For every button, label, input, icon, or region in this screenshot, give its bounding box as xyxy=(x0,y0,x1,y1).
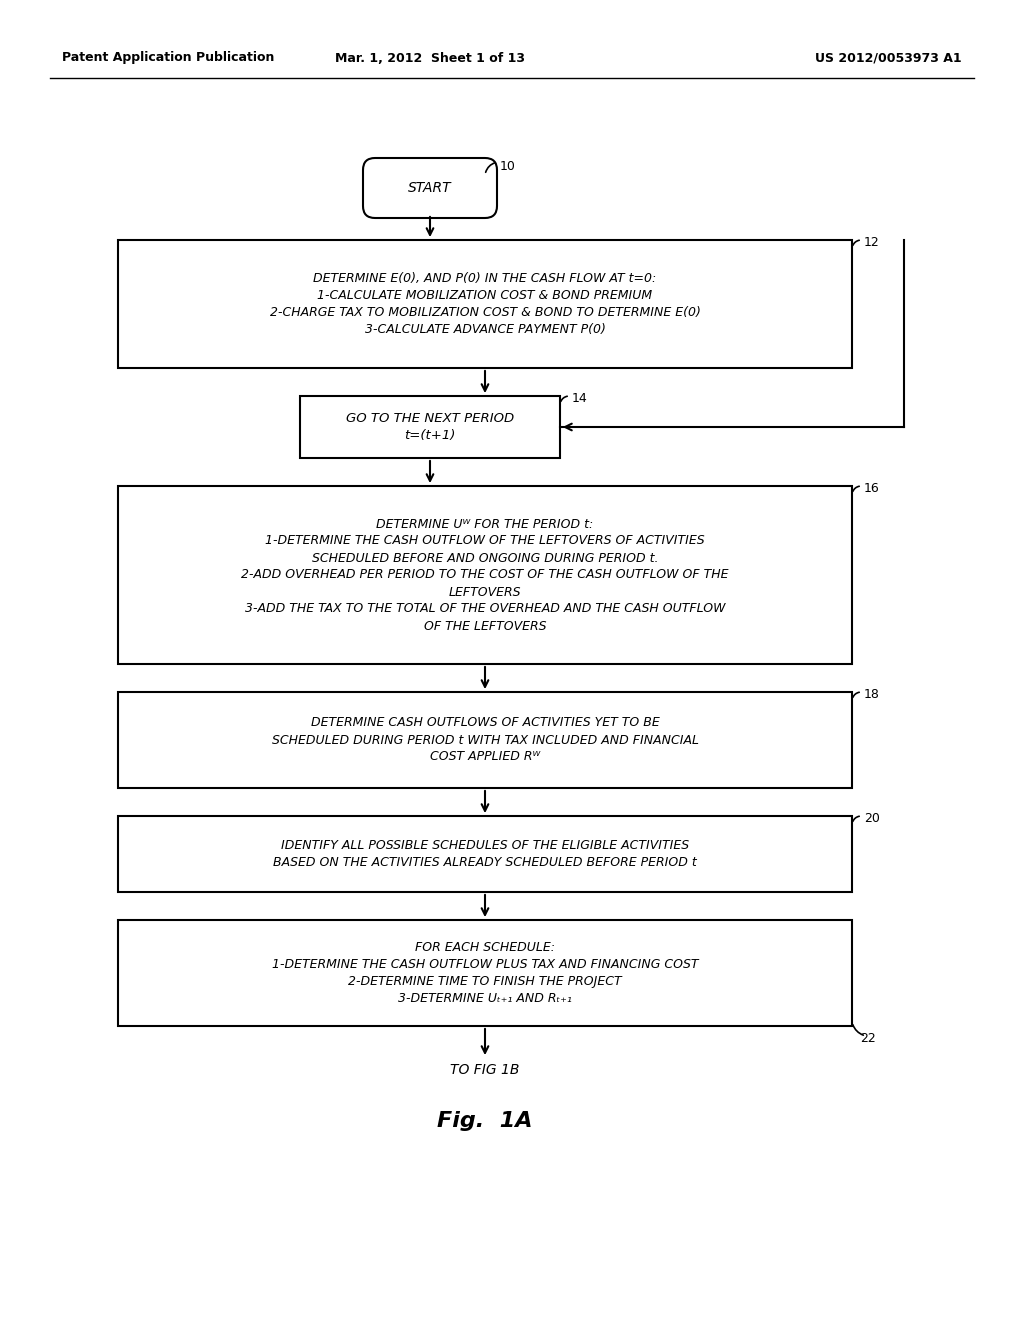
Text: Mar. 1, 2012  Sheet 1 of 13: Mar. 1, 2012 Sheet 1 of 13 xyxy=(335,51,525,65)
Bar xyxy=(118,240,852,368)
FancyBboxPatch shape xyxy=(362,158,497,218)
Text: START: START xyxy=(409,181,452,195)
Text: Fig.  1A: Fig. 1A xyxy=(437,1111,532,1131)
Text: DETERMINE E(0), AND P(0) IN THE CASH FLOW AT t=0:
1-CALCULATE MOBILIZATION COST : DETERMINE E(0), AND P(0) IN THE CASH FLO… xyxy=(269,272,700,337)
Bar xyxy=(118,816,852,892)
Text: US 2012/0053973 A1: US 2012/0053973 A1 xyxy=(815,51,962,65)
Text: 20: 20 xyxy=(864,812,880,825)
Text: 22: 22 xyxy=(860,1032,876,1045)
Text: IDENTIFY ALL POSSIBLE SCHEDULES OF THE ELIGIBLE ACTIVITIES
BASED ON THE ACTIVITI: IDENTIFY ALL POSSIBLE SCHEDULES OF THE E… xyxy=(273,840,697,869)
Text: 16: 16 xyxy=(864,482,880,495)
Text: GO TO THE NEXT PERIOD
t=(t+1): GO TO THE NEXT PERIOD t=(t+1) xyxy=(346,412,514,442)
Text: 12: 12 xyxy=(864,236,880,249)
Text: 10: 10 xyxy=(500,160,516,173)
Bar xyxy=(118,920,852,1026)
Text: 18: 18 xyxy=(864,688,880,701)
Bar xyxy=(118,692,852,788)
Text: DETERMINE CASH OUTFLOWS OF ACTIVITIES YET TO BE
SCHEDULED DURING PERIOD t WITH T: DETERMINE CASH OUTFLOWS OF ACTIVITIES YE… xyxy=(271,717,698,763)
Text: FOR EACH SCHEDULE:
1-DETERMINE THE CASH OUTFLOW PLUS TAX AND FINANCING COST
2-DE: FOR EACH SCHEDULE: 1-DETERMINE THE CASH … xyxy=(271,941,698,1005)
Bar xyxy=(300,396,560,458)
Text: 14: 14 xyxy=(572,392,588,405)
Text: TO FIG 1B: TO FIG 1B xyxy=(451,1063,520,1077)
Text: DETERMINE Uᵂ FOR THE PERIOD t:
1-DETERMINE THE CASH OUTFLOW OF THE LEFTOVERS OF : DETERMINE Uᵂ FOR THE PERIOD t: 1-DETERMI… xyxy=(242,517,729,632)
Bar xyxy=(118,486,852,664)
Text: Patent Application Publication: Patent Application Publication xyxy=(62,51,274,65)
